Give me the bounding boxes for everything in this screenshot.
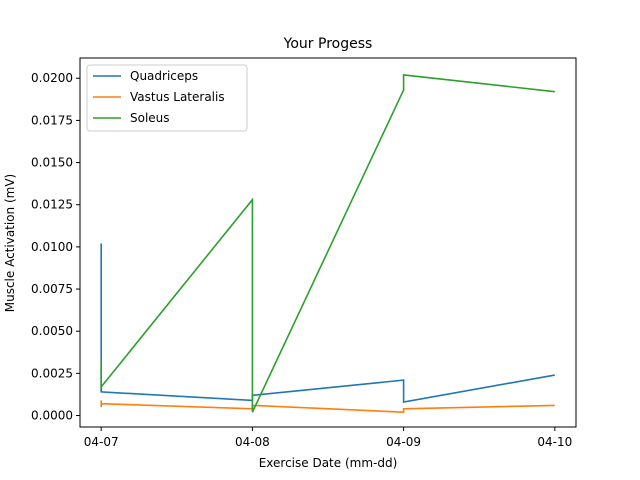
plot-area-frame — [79, 57, 577, 428]
legend: Quadriceps Vastus Lateralis Soleus — [86, 64, 248, 132]
x-axis: 04-07 04-08 04-09 04-10 — [84, 427, 572, 449]
chart-title: Your Progess — [283, 36, 373, 52]
y-tick-label: 0.0125 — [31, 198, 73, 212]
y-tick-label: 0.0175 — [31, 113, 73, 127]
y-tick-label: 0.0050 — [31, 324, 73, 338]
y-axis: 0.0000 0.0025 0.0050 0.0075 0.0100 0.0125 0.01… — [31, 71, 80, 423]
y-tick-label: 0.0075 — [31, 282, 73, 296]
legend-entry-label: Soleus — [130, 111, 170, 125]
legend-entry-label: Vastus Lateralis — [130, 90, 225, 104]
y-tick-label: 0.0000 — [31, 409, 73, 423]
x-tick-label: 04-09 — [386, 435, 421, 449]
x-tick-label: 04-07 — [84, 435, 119, 449]
x-tick-label: 04-08 — [235, 435, 270, 449]
series-line-soleus — [100, 74, 555, 413]
legend-entry-label: Quadriceps — [130, 69, 198, 83]
y-tick-label: 0.0200 — [31, 71, 73, 85]
legend-box — [86, 64, 248, 132]
y-tick-label: 0.0100 — [31, 240, 73, 254]
y-axis-label: Muscle Activation (mV) — [3, 174, 17, 313]
y-tick-label: 0.0025 — [31, 366, 73, 380]
x-tick-label: 04-10 — [537, 435, 572, 449]
y-tick-label: 0.0150 — [31, 156, 73, 170]
series-layer — [100, 74, 555, 414]
x-axis-label: Exercise Date (mm-dd) — [259, 456, 398, 470]
